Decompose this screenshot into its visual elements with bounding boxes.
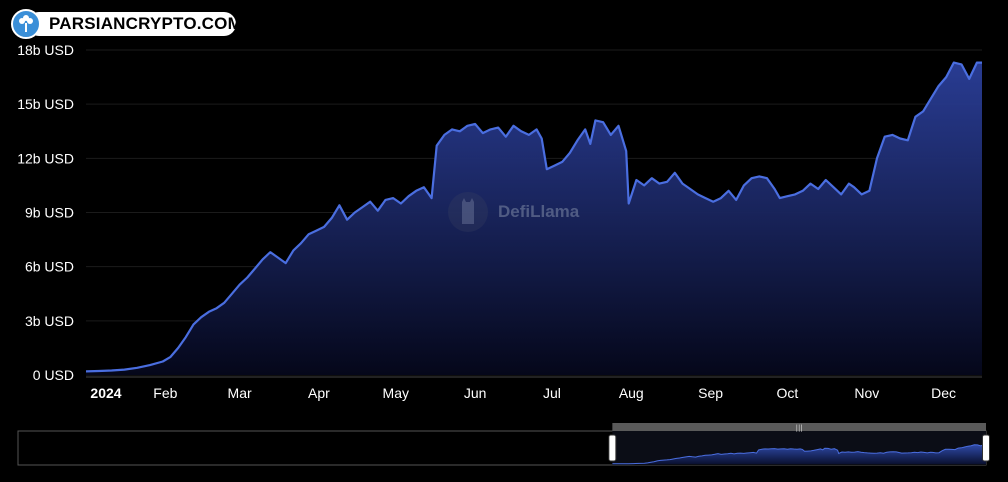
x-tick-label: Mar — [228, 385, 252, 401]
x-tick-label: Sep — [698, 385, 723, 401]
slider-grip-icon[interactable]: ||| — [796, 424, 803, 432]
logo-tree-icon — [11, 9, 41, 39]
llama-icon — [448, 192, 488, 232]
slider-handle-right[interactable] — [982, 434, 990, 462]
y-tick-label: 6b USD — [25, 259, 74, 275]
x-tick-label: May — [383, 385, 409, 401]
slider-drag-bar[interactable] — [612, 423, 986, 431]
logo-pill — [27, 12, 236, 36]
y-tick-label: 12b USD — [17, 150, 74, 166]
x-tick-label: Aug — [619, 385, 644, 401]
y-tick-label: 18b USD — [17, 42, 74, 58]
x-tick-label: Feb — [153, 385, 177, 401]
y-tick-label: 9b USD — [25, 205, 74, 221]
x-tick-label: Apr — [308, 385, 330, 401]
x-tick-label: Jun — [464, 385, 487, 401]
y-tick-label: 3b USD — [25, 313, 74, 329]
site-logo: PARSIANCRYPTO.COM — [11, 9, 242, 39]
x-tick-label: Jul — [543, 385, 561, 401]
x-axis: 2024 Feb Mar Apr May Jun Jul Aug Sep Oct Nov Dec — [86, 376, 982, 401]
watermark: DefiLlama — [446, 190, 579, 234]
x-tick-label: Nov — [854, 385, 879, 401]
y-tick-label: 0 USD — [33, 367, 74, 383]
slider-mini-area — [612, 444, 986, 464]
series-line — [85, 61, 982, 373]
watermark-text: DefiLlama — [498, 202, 580, 221]
logo-text: PARSIANCRYPTO.COM — [49, 14, 242, 33]
x-tick-label: Dec — [931, 385, 956, 401]
slider-handle-left[interactable] — [608, 434, 617, 462]
y-tick-label: 15b USD — [17, 96, 74, 112]
x-tick-label: Oct — [777, 385, 799, 401]
range-slider[interactable]: ||| — [17, 423, 990, 466]
series-area-fill — [86, 62, 982, 375]
y-axis: 0 USD 3b USD 6b USD 9b USD 12b USD 15b USD 18b… — [17, 42, 74, 383]
x-tick-label: 2024 — [90, 385, 121, 401]
slider-mini-line — [612, 444, 986, 465]
